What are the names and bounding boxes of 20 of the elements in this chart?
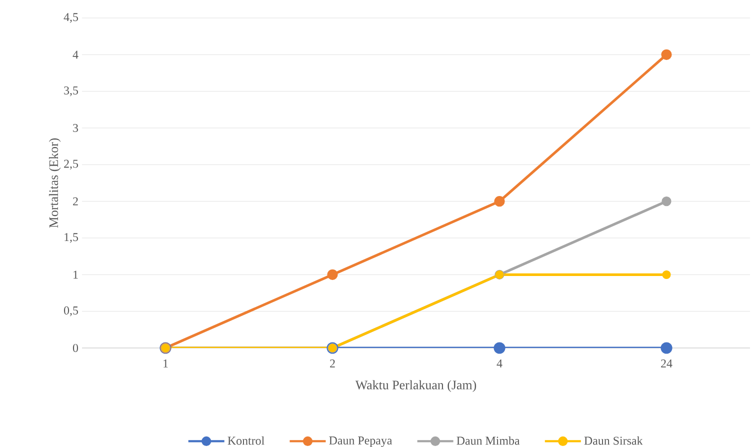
y-tick-label: 3	[73, 124, 78, 132]
y-tick-label: 0	[72, 344, 78, 352]
x-tick-label: 24	[661, 360, 672, 368]
legend-label: Daun Sirsak	[584, 436, 643, 445]
y-tick-label: 3,5	[64, 86, 78, 96]
legend-label: Kontrol	[228, 436, 264, 445]
y-tick-label: 2	[73, 197, 78, 206]
y-axis-title: Mortalitas (Ekor)	[48, 138, 61, 228]
y-tick-label: 0,5	[64, 306, 78, 316]
legend-label: Daun Pepaya	[329, 436, 392, 447]
y-tick-label: 4,5	[64, 13, 78, 23]
y-tick-label: 1	[74, 270, 78, 279]
legend-label: Daun Mimba	[456, 436, 520, 445]
x-axis-title: Waktu Perlakuan (Jam)	[355, 380, 476, 392]
x-tick-label: 1	[164, 360, 168, 368]
x-tick-label: 2	[330, 360, 335, 368]
y-tick-label: 2,5	[64, 160, 78, 170]
y-tick-label: 1,5	[64, 233, 78, 243]
x-tick-label: 4	[496, 360, 502, 368]
y-tick-label: 4	[72, 50, 78, 59]
